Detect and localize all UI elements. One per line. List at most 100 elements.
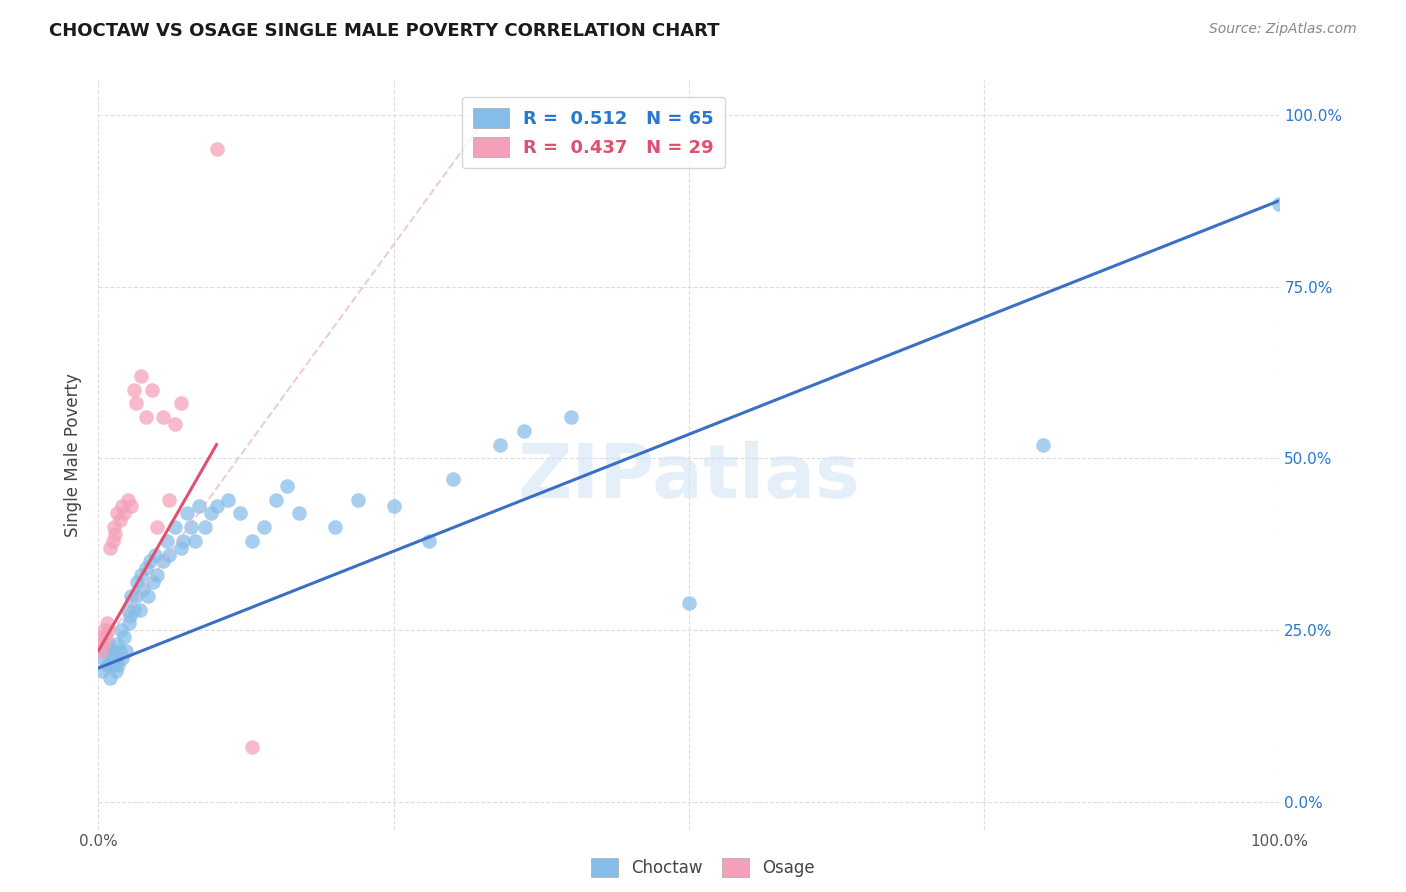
Point [104,527,127,541]
Point [142,575,165,590]
Point [1032,437,1054,451]
Point [165,417,187,431]
Point [200,507,222,521]
Point [264,492,287,507]
Point [111,650,134,665]
Point [125,589,148,603]
Point [217,492,239,507]
Point [1268,197,1291,211]
Point [91,630,114,644]
Point [103,520,125,534]
Point [91,637,114,651]
Point [121,500,143,514]
Point [382,500,405,514]
Point [205,500,228,514]
Point [105,507,128,521]
Point [152,554,174,568]
Point [128,602,150,616]
Point [90,644,112,658]
Point [240,740,263,755]
Point [122,602,145,616]
Point [104,650,127,665]
Point [194,520,217,534]
Point [184,533,207,548]
Point [108,644,131,658]
Point [125,396,148,410]
Text: ZIPatlas: ZIPatlas [517,441,860,514]
Point [276,479,298,493]
Point [103,657,125,672]
Point [101,644,124,658]
Point [240,533,263,548]
Point [157,548,180,562]
Point [111,500,134,514]
Point [107,657,129,672]
Point [94,630,117,644]
Point [143,548,166,562]
Point [96,657,118,672]
Y-axis label: Single Male Poverty: Single Male Poverty [65,373,83,537]
Point [98,671,121,685]
Point [112,507,135,521]
Point [93,624,115,638]
Point [288,507,311,521]
Point [176,507,198,521]
Point [98,541,121,555]
Point [512,424,534,438]
Point [101,533,124,548]
Point [418,533,440,548]
Point [170,541,193,555]
Point [97,624,120,638]
Point [114,644,136,658]
Point [118,616,141,631]
Point [117,492,139,507]
Point [141,383,163,397]
Point [135,410,157,425]
Point [91,650,114,665]
Point [187,500,209,514]
Legend: R =  0.512   N = 65, R =  0.437   N = 29: R = 0.512 N = 65, R = 0.437 N = 29 [461,97,724,169]
Point [98,657,121,672]
Point [146,568,169,582]
Point [139,554,162,568]
Point [205,142,228,156]
Point [121,589,143,603]
Point [94,644,117,658]
Point [347,492,370,507]
Point [129,368,152,383]
Point [105,637,128,651]
Point [132,582,155,596]
Point [91,665,114,679]
Point [157,492,180,507]
Point [127,575,149,590]
Point [135,561,157,575]
Point [152,410,174,425]
Point [560,410,582,425]
Point [170,396,193,410]
Point [120,609,142,624]
Point [229,507,252,521]
Point [112,630,135,644]
Point [97,637,120,651]
Point [172,533,194,548]
Point [105,665,128,679]
Point [165,520,187,534]
Point [122,383,145,397]
Point [441,472,464,486]
Point [156,533,179,548]
Point [678,596,700,610]
Point [489,437,512,451]
Point [110,624,132,638]
Point [253,520,276,534]
Point [180,520,202,534]
Point [117,602,139,616]
Point [136,589,159,603]
Point [146,520,169,534]
Point [96,616,118,631]
Text: CHOCTAW VS OSAGE SINGLE MALE POVERTY CORRELATION CHART: CHOCTAW VS OSAGE SINGLE MALE POVERTY COR… [49,22,720,40]
Point [129,568,152,582]
Point [108,513,131,527]
Text: Source: ZipAtlas.com: Source: ZipAtlas.com [1209,22,1357,37]
Legend: Choctaw, Osage: Choctaw, Osage [591,858,815,877]
Point [323,520,346,534]
